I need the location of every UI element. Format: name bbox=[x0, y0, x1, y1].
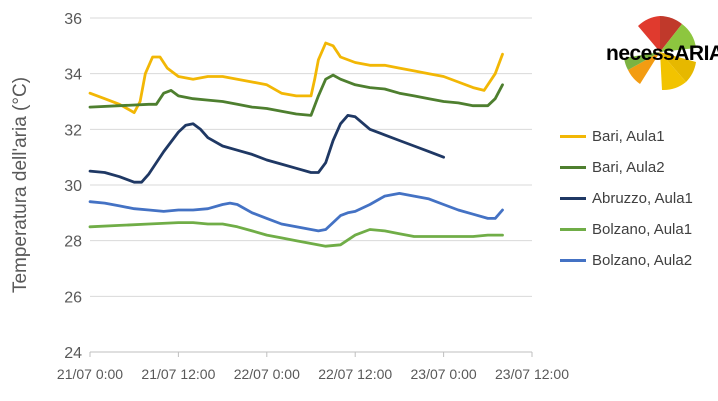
series-line bbox=[88, 41, 504, 114]
legend-item: Abruzzo, Aula1 bbox=[560, 190, 693, 207]
series-line bbox=[88, 221, 504, 248]
legend-item: Bolzano, Aula2 bbox=[560, 252, 692, 269]
x-tick-label: 23/07 12:00 bbox=[495, 366, 569, 382]
legend-swatch bbox=[560, 228, 586, 231]
y-tick-label: 26 bbox=[64, 289, 82, 306]
y-tick-label: 36 bbox=[64, 11, 82, 28]
legend-swatch bbox=[560, 166, 586, 169]
legend-label: Abruzzo, Aula1 bbox=[592, 190, 693, 207]
logo-text-suffix: ARIA bbox=[674, 42, 718, 65]
series-line bbox=[88, 73, 504, 117]
x-tick-label: 21/07 0:00 bbox=[57, 366, 123, 382]
necessaria-logo: necessARIA bbox=[600, 12, 718, 102]
y-tick-label: 28 bbox=[64, 234, 82, 251]
y-axis-label: Temperatura dell'aria (°C) bbox=[10, 77, 31, 293]
legend-label: Bolzano, Aula2 bbox=[592, 252, 693, 269]
x-tick-label: 21/07 12:00 bbox=[141, 366, 215, 382]
y-tick-label: 32 bbox=[64, 122, 82, 139]
x-tick-label: 22/07 12:00 bbox=[318, 366, 392, 382]
legend-item: Bolzano, Aula1 bbox=[560, 221, 692, 238]
legend-item: Bari, Aula1 bbox=[560, 128, 665, 145]
y-tick-label: 24 bbox=[64, 345, 82, 362]
logo-text: necessARIA bbox=[606, 42, 718, 66]
series-line bbox=[88, 114, 446, 184]
legend-label: Bolzano, Aula1 bbox=[592, 221, 693, 238]
legend-swatch bbox=[560, 197, 586, 200]
legend-swatch bbox=[560, 135, 586, 138]
logo-wheel-icon bbox=[624, 16, 696, 91]
legend-label: Bari, Aula1 bbox=[592, 128, 665, 145]
legend-swatch bbox=[560, 259, 586, 262]
x-tick-label: 23/07 0:00 bbox=[411, 366, 477, 382]
legend-label: Bari, Aula2 bbox=[592, 159, 665, 176]
x-tick-label: 22/07 0:00 bbox=[234, 366, 300, 382]
y-tick-label: 34 bbox=[64, 67, 82, 84]
series-line bbox=[88, 191, 504, 233]
legend-item: Bari, Aula2 bbox=[560, 159, 665, 176]
y-tick-label: 30 bbox=[64, 178, 82, 195]
logo-text-prefix: necess bbox=[606, 42, 675, 65]
